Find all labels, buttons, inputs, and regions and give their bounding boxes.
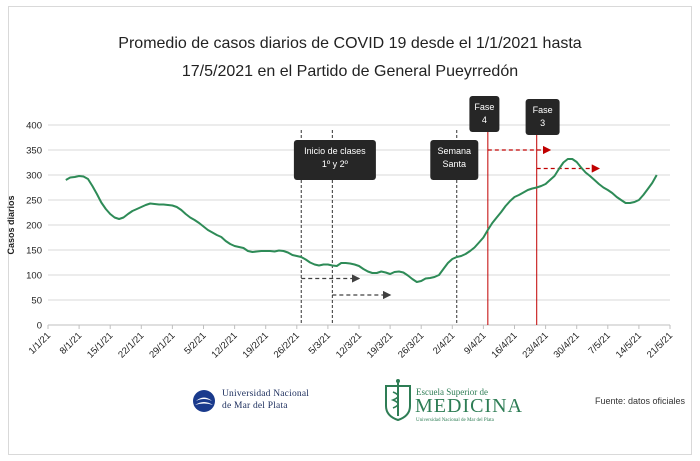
- x-tick-label: 1/1/21: [27, 330, 53, 356]
- chart-title-line-2: 17/5/2021 en el Partido de General Pueyr…: [181, 63, 519, 80]
- chart-title-line-1: Promedio de casos diarios de COVID 19 de…: [118, 35, 582, 52]
- callout-box: [525, 99, 560, 135]
- callout-label: Fase: [533, 105, 553, 115]
- y-tick-label: 250: [26, 196, 42, 207]
- x-tick-label: 26/3/21: [396, 330, 426, 360]
- medicina-title: MEDICINA: [415, 395, 523, 417]
- x-tick-label: 21/5/21: [645, 330, 675, 360]
- x-tick-label: 30/4/21: [552, 330, 582, 360]
- medicina-university-line: Universidad Nacional de Mar del Plata: [416, 418, 494, 423]
- y-tick-label: 150: [26, 246, 42, 257]
- y-tick-label: 50: [31, 296, 42, 307]
- x-tick-label: 19/3/21: [365, 330, 395, 360]
- x-tick-label: 19/2/21: [241, 330, 271, 360]
- callout-label: 1º y 2º: [322, 159, 349, 169]
- medicina-crest-icon: [385, 379, 411, 422]
- x-tick-label: 23/4/21: [521, 330, 551, 360]
- y-tick-label: 300: [26, 171, 42, 182]
- x-tick-label: 8/1/21: [58, 330, 84, 356]
- unmdp-name-line-2: de Mar del Plata: [222, 401, 288, 411]
- x-tick-label: 5/2/21: [182, 330, 208, 356]
- callout-box: [430, 140, 479, 180]
- callout-label: Santa: [443, 159, 467, 169]
- x-tick-label: 12/2/21: [210, 330, 240, 360]
- x-tick-label: 26/2/21: [272, 330, 302, 360]
- x-tick-label: 2/4/21: [431, 330, 457, 356]
- y-tick-label: 400: [26, 121, 42, 132]
- x-tick-label: 22/1/21: [116, 330, 146, 360]
- callout-label: Inicio de clases: [304, 146, 366, 156]
- y-axis-label: Casos diarios: [6, 195, 16, 254]
- unmdp-logo-icon: [193, 390, 215, 412]
- series-line: [65, 158, 658, 283]
- y-tick-label: 200: [26, 221, 42, 232]
- x-tick-label: 12/3/21: [334, 330, 364, 360]
- x-tick-label: 15/1/21: [85, 330, 115, 360]
- x-tick-label: 14/5/21: [614, 330, 644, 360]
- callout-label: 3: [540, 118, 545, 128]
- x-tick-label: 29/1/21: [147, 330, 177, 360]
- callout-label: 4: [482, 115, 487, 125]
- y-tick-label: 0: [37, 321, 42, 332]
- medicina-school-line: Escuela Superior de: [416, 387, 488, 397]
- x-tick-label: 7/5/21: [586, 330, 612, 356]
- y-tick-label: 350: [26, 146, 42, 157]
- x-tick-label: 5/3/21: [307, 330, 333, 356]
- callout-box: [293, 140, 376, 180]
- unmdp-name-line-1: Universidad Nacional: [222, 389, 310, 399]
- x-tick-label: 16/4/21: [489, 330, 519, 360]
- chart-frame: [8, 6, 692, 455]
- y-tick-label: 100: [26, 271, 42, 282]
- callout-label: Semana: [438, 146, 472, 156]
- x-tick-label: 9/4/21: [462, 330, 488, 356]
- callout-label: Fase: [474, 102, 494, 112]
- callout-box: [469, 96, 500, 132]
- source-note: Fuente: datos oficiales: [595, 396, 686, 406]
